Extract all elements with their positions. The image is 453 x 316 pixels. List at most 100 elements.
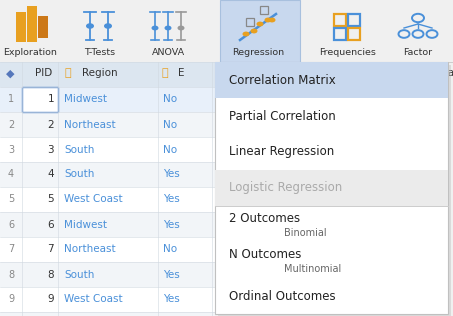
Text: Northeast: Northeast xyxy=(64,245,116,254)
Text: Frequencies: Frequencies xyxy=(319,48,376,57)
Text: Midwest: Midwest xyxy=(64,94,107,105)
Bar xyxy=(0,237,215,262)
Text: T-Tests: T-Tests xyxy=(84,48,116,57)
Text: 🧑: 🧑 xyxy=(65,68,71,78)
Text: 8: 8 xyxy=(8,270,14,279)
Text: No: No xyxy=(163,94,177,105)
Text: Region: Region xyxy=(82,68,118,78)
Circle shape xyxy=(151,26,159,30)
Bar xyxy=(0,262,215,287)
Text: Correlation Matrix: Correlation Matrix xyxy=(229,74,336,87)
Circle shape xyxy=(164,26,172,30)
Text: Yes: Yes xyxy=(163,270,180,279)
Circle shape xyxy=(178,26,184,30)
Circle shape xyxy=(251,28,257,33)
Bar xyxy=(0,162,215,187)
Text: No: No xyxy=(163,119,177,130)
Text: 6: 6 xyxy=(425,220,432,229)
Text: Regression: Regression xyxy=(232,48,284,57)
Text: Partial Correlation: Partial Correlation xyxy=(229,110,336,123)
Text: 6: 6 xyxy=(8,220,14,229)
Bar xyxy=(0,112,215,137)
Text: Exploration: Exploration xyxy=(3,48,57,57)
Bar xyxy=(0,187,215,212)
Circle shape xyxy=(86,23,94,29)
Text: Yes: Yes xyxy=(163,295,180,305)
Text: 1: 1 xyxy=(48,94,54,105)
Text: Factor: Factor xyxy=(404,48,433,57)
Bar xyxy=(215,62,448,98)
Text: South: South xyxy=(64,144,94,155)
Text: 1: 1 xyxy=(425,119,432,130)
Text: 9: 9 xyxy=(425,144,432,155)
Circle shape xyxy=(256,21,264,27)
Text: 5: 5 xyxy=(8,195,14,204)
Text: Linear Regression: Linear Regression xyxy=(229,145,334,159)
Text: 3: 3 xyxy=(8,144,14,155)
Bar xyxy=(0,137,215,162)
Bar xyxy=(0,212,215,237)
Text: E: E xyxy=(178,68,184,78)
Text: Happy: Happy xyxy=(440,68,453,78)
Text: Yes: Yes xyxy=(163,220,180,229)
Text: 0: 0 xyxy=(425,195,432,204)
Text: 9: 9 xyxy=(425,295,432,305)
Text: 1: 1 xyxy=(425,169,432,179)
Text: 2: 2 xyxy=(425,94,432,105)
Text: Midwest: Midwest xyxy=(64,220,107,229)
Text: Ordinal Outcomes: Ordinal Outcomes xyxy=(229,289,336,302)
Bar xyxy=(0,312,215,316)
Bar xyxy=(215,170,448,206)
Text: 9: 9 xyxy=(8,295,14,305)
Bar xyxy=(16,12,26,42)
Text: 🧑: 🧑 xyxy=(162,68,169,78)
Bar xyxy=(0,62,215,316)
Text: 7: 7 xyxy=(8,245,14,254)
Text: 1: 1 xyxy=(8,94,14,105)
Text: 6: 6 xyxy=(48,220,54,229)
Text: ◆: ◆ xyxy=(6,68,14,78)
Bar xyxy=(348,28,360,40)
Text: Yes: Yes xyxy=(163,195,180,204)
Bar xyxy=(215,62,448,314)
Text: Multinomial: Multinomial xyxy=(284,264,341,274)
Bar xyxy=(334,14,346,26)
Bar xyxy=(0,62,22,316)
Text: West Coast: West Coast xyxy=(64,195,123,204)
Text: 5: 5 xyxy=(48,195,54,204)
Text: West Coast: West Coast xyxy=(64,295,123,305)
Bar xyxy=(27,6,37,42)
Text: 3: 3 xyxy=(48,144,54,155)
Bar xyxy=(260,6,268,14)
Circle shape xyxy=(269,18,275,22)
Text: N Outcomes: N Outcomes xyxy=(229,248,301,262)
Text: 2: 2 xyxy=(425,270,432,279)
Bar xyxy=(0,287,215,312)
Text: No: No xyxy=(163,245,177,254)
Bar xyxy=(218,65,451,316)
Text: South: South xyxy=(64,169,94,179)
Bar xyxy=(0,0,453,62)
Text: ◆: ◆ xyxy=(426,68,434,78)
Text: 2 Outcomes: 2 Outcomes xyxy=(229,212,300,226)
Text: Northeast: Northeast xyxy=(64,119,116,130)
Text: 7: 7 xyxy=(48,245,54,254)
Bar xyxy=(0,62,215,87)
Text: No: No xyxy=(163,144,177,155)
Text: Logistic Regression: Logistic Regression xyxy=(229,181,342,195)
Text: 2: 2 xyxy=(8,119,14,130)
Text: South: South xyxy=(64,270,94,279)
Text: 4: 4 xyxy=(48,169,54,179)
Text: 4: 4 xyxy=(8,169,14,179)
Text: 3: 3 xyxy=(425,245,432,254)
Bar xyxy=(38,16,48,38)
Bar xyxy=(334,28,346,40)
Text: 8: 8 xyxy=(48,270,54,279)
Text: Binomial: Binomial xyxy=(284,228,327,238)
Bar xyxy=(348,14,360,26)
Bar xyxy=(0,87,215,112)
Text: PID: PID xyxy=(35,68,52,78)
Text: Yes: Yes xyxy=(163,169,180,179)
Bar xyxy=(246,18,254,26)
Text: 2: 2 xyxy=(48,119,54,130)
